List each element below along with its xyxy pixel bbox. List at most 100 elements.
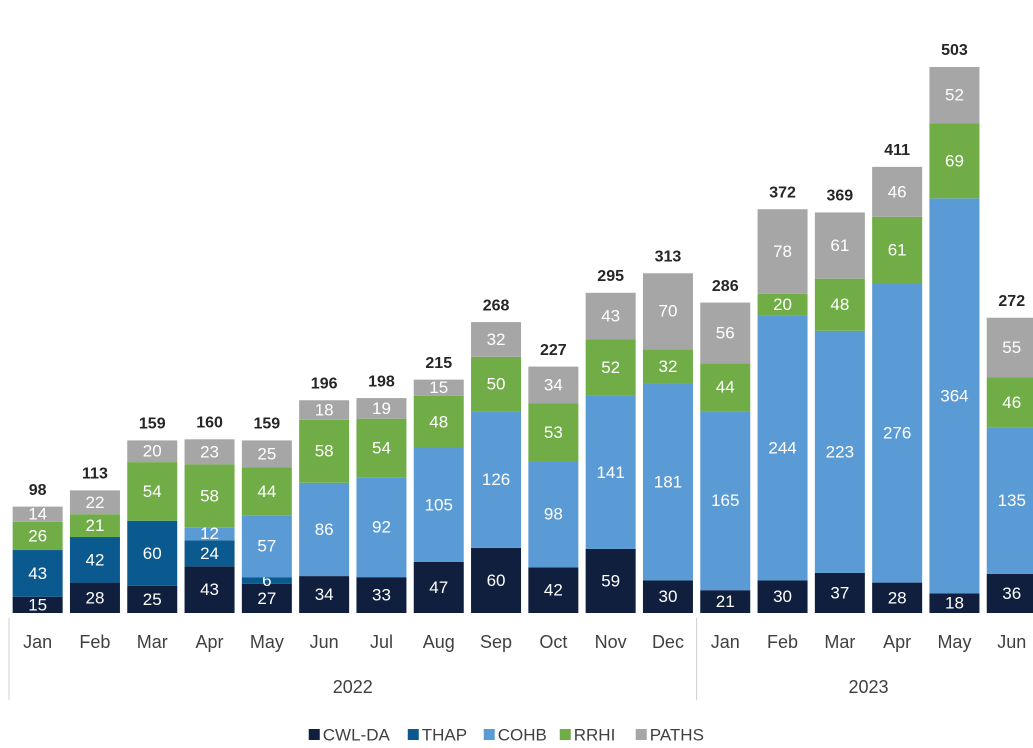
data-label: 14 <box>28 505 47 524</box>
data-label: 26 <box>28 526 47 545</box>
data-label: 92 <box>372 518 391 537</box>
bar-segment <box>642 383 693 581</box>
total-label: 268 <box>483 297 510 314</box>
bar-segment <box>929 198 980 594</box>
bar-segment <box>814 278 865 331</box>
bar-segment <box>585 339 636 396</box>
data-label: 15 <box>429 378 448 397</box>
data-label: 36 <box>1002 584 1021 603</box>
bar-segment <box>413 395 464 449</box>
bar-segment <box>471 356 522 412</box>
bar-segment <box>872 166 923 217</box>
bar-segment <box>69 514 120 538</box>
data-label: 54 <box>372 438 391 457</box>
bar-segment <box>986 377 1033 428</box>
bar-segment <box>241 440 292 468</box>
data-label: 46 <box>888 182 907 201</box>
x-tick-label: Jun <box>310 632 339 652</box>
data-label: 53 <box>544 423 563 442</box>
total-label: 159 <box>253 416 280 433</box>
data-label: 24 <box>200 544 219 563</box>
data-label: 28 <box>85 588 104 607</box>
bar-segment <box>929 593 980 613</box>
data-label: 54 <box>143 482 162 501</box>
bar-segment <box>299 419 350 483</box>
total-label: 98 <box>29 482 47 499</box>
bar-segment <box>700 411 751 591</box>
bar-segment <box>986 573 1033 613</box>
data-label: 43 <box>601 307 620 326</box>
total-label: 503 <box>941 42 968 59</box>
data-label: 44 <box>716 378 735 397</box>
data-label: 244 <box>768 438 796 457</box>
bar-segment <box>12 521 63 551</box>
data-label: 12 <box>200 524 219 543</box>
data-label: 50 <box>487 374 506 393</box>
bar-segment <box>872 582 923 613</box>
x-tick-label: Jul <box>370 632 393 652</box>
legend-label: COHB <box>498 725 547 744</box>
legend-label: THAP <box>422 725 467 744</box>
bar-segment <box>69 582 120 613</box>
bar-segment <box>69 537 120 583</box>
bar-segment <box>700 363 751 412</box>
data-label: 57 <box>257 537 276 556</box>
group-label: 2022 <box>333 677 373 697</box>
data-label: 61 <box>888 240 907 259</box>
x-tick-label: Feb <box>767 632 798 652</box>
total-label: 198 <box>368 373 395 390</box>
bar-segment <box>356 398 407 419</box>
data-label: 25 <box>257 444 276 463</box>
data-label: 15 <box>28 595 47 614</box>
total-label: 160 <box>196 415 223 432</box>
bar-segment <box>241 515 292 578</box>
data-label: 33 <box>372 586 391 605</box>
data-label: 52 <box>945 86 964 105</box>
total-label: 295 <box>597 268 624 285</box>
data-label: 60 <box>143 544 162 563</box>
data-label: 43 <box>28 564 47 583</box>
data-label: 27 <box>257 589 276 608</box>
legend-swatch <box>308 729 320 740</box>
data-label: 44 <box>257 482 276 501</box>
bar-segment <box>757 209 808 294</box>
data-label: 30 <box>658 587 677 606</box>
bar-segment <box>528 366 579 404</box>
bar-segment <box>585 548 636 613</box>
total-label: 286 <box>712 278 739 295</box>
x-tick-label: Mar <box>137 632 168 652</box>
data-label: 42 <box>85 550 104 569</box>
legend-label: PATHS <box>650 725 704 744</box>
bar-segment <box>528 461 579 568</box>
data-label: 98 <box>544 505 563 524</box>
data-label: 223 <box>826 442 854 461</box>
bar-segment <box>413 379 464 396</box>
bar-segment <box>642 273 693 350</box>
bar-segment <box>299 576 350 613</box>
x-tick-label: Sep <box>480 632 512 652</box>
legend-label: RRHI <box>574 725 616 744</box>
data-label: 46 <box>1002 393 1021 412</box>
data-label: 126 <box>482 470 510 489</box>
data-label: 55 <box>1002 338 1021 357</box>
bar-segment <box>241 577 292 584</box>
data-label: 19 <box>372 399 391 418</box>
bar-segment <box>12 596 63 613</box>
data-label: 18 <box>945 594 964 613</box>
bar-segment <box>184 540 235 567</box>
data-label: 48 <box>429 412 448 431</box>
x-tick-label: Dec <box>652 632 684 652</box>
total-label: 272 <box>998 293 1025 310</box>
bar-segment <box>356 477 407 578</box>
bar-segment <box>127 440 178 463</box>
total-label: 411 <box>884 142 910 159</box>
bar-segment <box>184 527 235 541</box>
bar-segment <box>814 330 865 573</box>
x-tick-label: Apr <box>883 632 911 652</box>
x-tick-label: Aug <box>423 632 455 652</box>
data-label: 59 <box>601 571 620 590</box>
x-tick-label: Mar <box>824 632 855 652</box>
data-label: 25 <box>143 590 162 609</box>
bar-segment <box>642 580 693 613</box>
legend-swatch <box>483 729 495 740</box>
